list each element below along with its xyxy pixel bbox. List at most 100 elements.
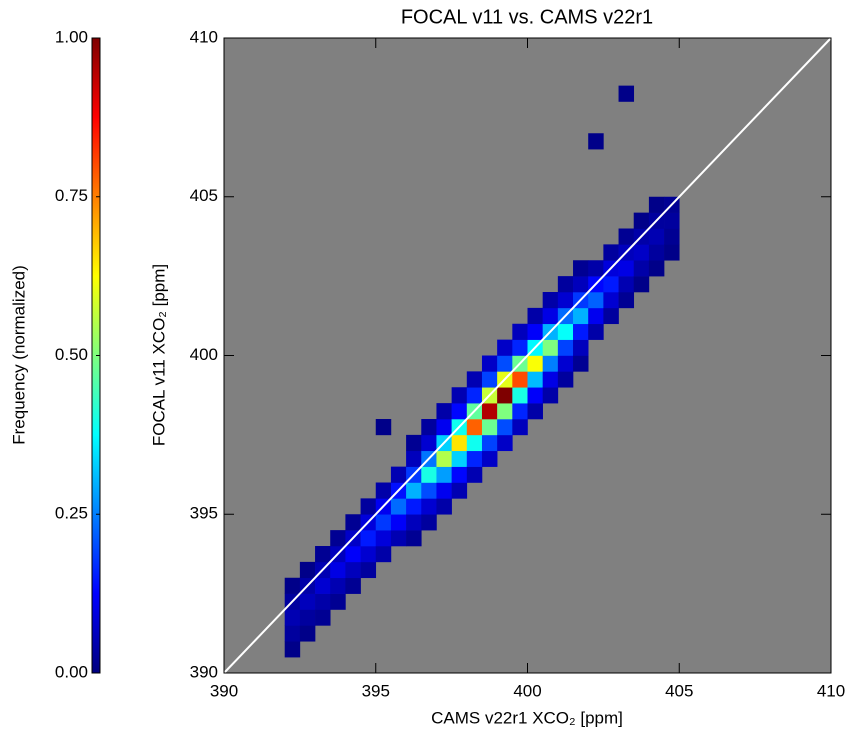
cell: [527, 387, 543, 404]
cell: [573, 307, 589, 325]
cell: [527, 403, 543, 420]
cell: [406, 530, 422, 547]
cell: [512, 419, 528, 436]
cell: [436, 403, 452, 420]
cell: [618, 292, 635, 309]
cell: [648, 228, 665, 245]
cell: [557, 292, 574, 309]
cell: [406, 498, 422, 515]
cell: [588, 133, 604, 150]
cell: [345, 561, 361, 579]
cell: [481, 434, 498, 452]
cell: [451, 482, 468, 499]
cell: [421, 482, 437, 499]
cell: [664, 228, 680, 245]
cell: [284, 625, 301, 642]
cell: [573, 276, 589, 293]
cell: [466, 419, 483, 436]
cell: [451, 450, 468, 467]
cell: [557, 276, 574, 293]
y-tick-label: 405: [190, 186, 218, 205]
cell: [299, 561, 316, 579]
cell: [481, 419, 498, 436]
cell: [345, 514, 361, 531]
cell: [284, 609, 301, 626]
cell: [421, 419, 437, 436]
cell: [497, 387, 513, 404]
cell: [466, 450, 483, 467]
cell: [375, 514, 392, 531]
cell: [497, 339, 513, 356]
cell: [299, 609, 316, 626]
cell: [345, 577, 361, 594]
cell: [451, 466, 468, 483]
cell: [421, 514, 437, 531]
cell: [315, 577, 331, 594]
cell: [421, 498, 437, 515]
cell: [542, 307, 559, 325]
cell: [588, 292, 604, 309]
chart-title: FOCAL v11 vs. CAMS v22r1: [401, 6, 653, 28]
cell: [345, 546, 361, 563]
cell: [330, 561, 346, 579]
cell: [466, 371, 483, 388]
x-tick-label: 395: [362, 681, 390, 700]
cell: [497, 434, 513, 452]
cell: [618, 260, 635, 277]
cell: [497, 355, 513, 372]
cell: [648, 260, 665, 277]
x-tick-label: 390: [210, 681, 238, 700]
cell: [466, 434, 483, 452]
cell: [557, 339, 574, 356]
cell: [603, 244, 619, 261]
cell: [330, 530, 346, 547]
cell: [360, 530, 377, 547]
cell: [451, 434, 468, 452]
cell: [421, 434, 437, 452]
cell: [497, 403, 513, 420]
cell: [330, 577, 346, 594]
cell: [481, 450, 498, 467]
cell: [497, 419, 513, 436]
cell: [573, 260, 589, 277]
cell: [603, 292, 619, 309]
cell: [436, 450, 452, 467]
cell: [299, 593, 316, 610]
cell: [603, 307, 619, 325]
cell: [664, 244, 680, 261]
cell: [390, 466, 407, 483]
cell: [390, 514, 407, 531]
cell: [588, 260, 604, 277]
cell: [527, 355, 543, 372]
cell: [512, 403, 528, 420]
cell: [315, 609, 331, 626]
cell: [573, 355, 589, 372]
cell: [618, 85, 635, 102]
x-tick-label: 410: [817, 681, 845, 700]
x-tick-label: 405: [665, 681, 693, 700]
cell: [542, 371, 559, 388]
colorbar-title: Frequency (normalized): [9, 265, 28, 445]
cell: [284, 577, 301, 594]
cell: [481, 403, 498, 420]
cell: [466, 387, 483, 404]
cell: [557, 355, 574, 372]
cell: [512, 371, 528, 388]
cell: [375, 546, 392, 563]
cell: [421, 466, 437, 483]
cell: [603, 276, 619, 293]
cell: [557, 323, 574, 340]
cell: [633, 212, 650, 229]
cell: [406, 434, 422, 452]
cell: [527, 371, 543, 388]
cell: [542, 355, 559, 372]
cell: [527, 307, 543, 325]
cell: [648, 196, 665, 213]
cell: [390, 498, 407, 515]
cell: [512, 323, 528, 340]
cell: [375, 482, 392, 499]
cell: [512, 339, 528, 356]
cell: [375, 530, 392, 547]
